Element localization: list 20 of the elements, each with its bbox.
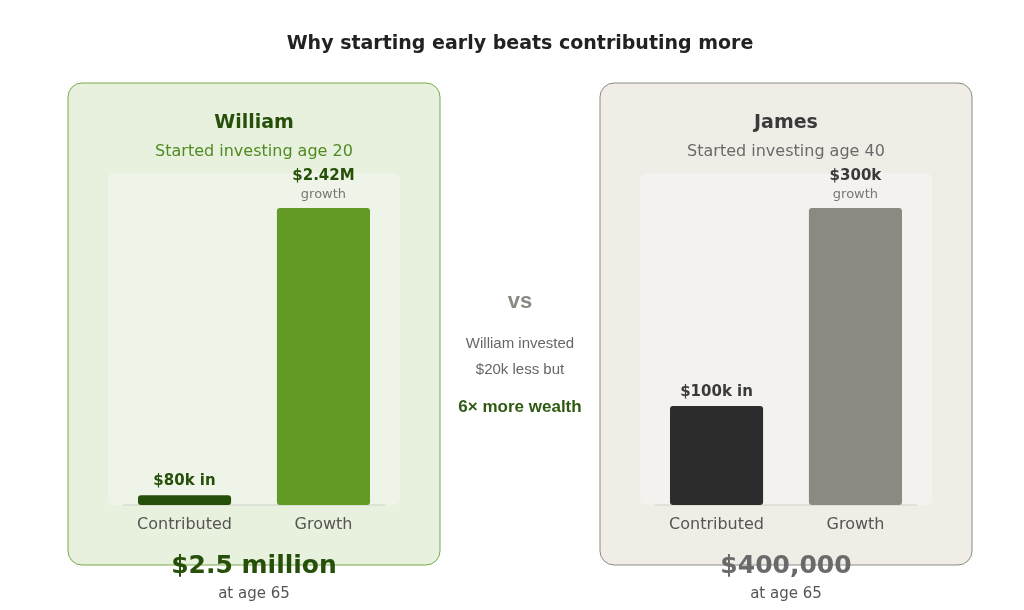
chart-title: James bbox=[752, 110, 818, 132]
x-tick-label: Contributed bbox=[669, 514, 765, 533]
data-label: $100k in bbox=[680, 382, 753, 400]
data-label: $300k growth bbox=[829, 166, 883, 201]
text: $2.5 million bbox=[171, 550, 337, 579]
x-tick-label: Growth bbox=[826, 514, 885, 533]
text: 6× more wealth bbox=[458, 397, 582, 416]
x-tick-label: Contributed bbox=[137, 514, 233, 533]
text: vs bbox=[507, 288, 533, 313]
data-label: $2.42M growth bbox=[292, 166, 355, 201]
text: at age 65 bbox=[218, 584, 290, 602]
chart-subtitle: Started investing age 40 bbox=[687, 141, 885, 160]
text: $400,000 bbox=[720, 550, 852, 579]
text: William invested $20k less but bbox=[465, 334, 575, 377]
data-label: $80k in bbox=[153, 471, 216, 490]
chart-title: William bbox=[214, 110, 294, 132]
x-tick-label: Growth bbox=[294, 514, 353, 533]
text: Why starting early beats contributing more bbox=[286, 31, 754, 53]
text: at age 65 bbox=[750, 584, 822, 602]
chart-subtitle: Started investing age 20 bbox=[155, 141, 353, 160]
